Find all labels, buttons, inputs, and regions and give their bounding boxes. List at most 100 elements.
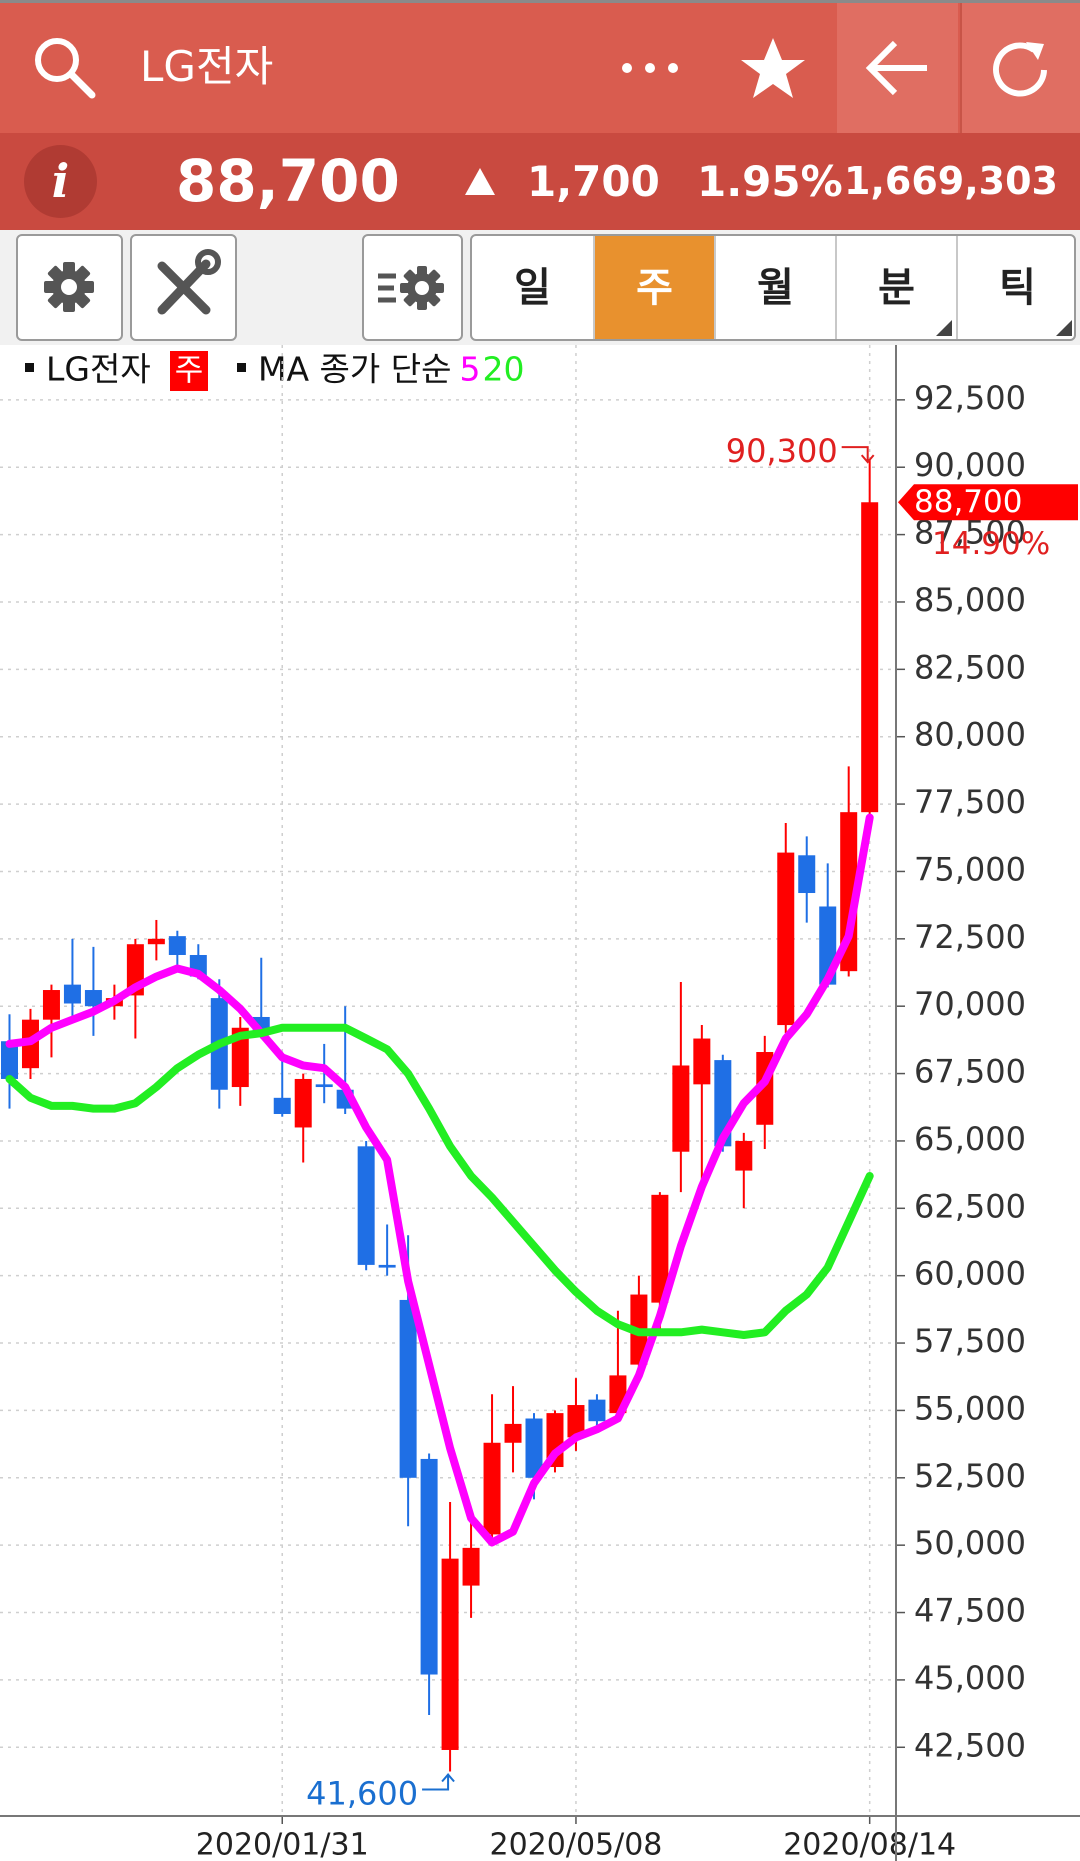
gear-icon xyxy=(44,262,94,312)
candle-body xyxy=(525,1418,543,1478)
y-tick-label: 90,000 xyxy=(914,446,1026,484)
quote-bar: i 88,700 1,700 1.95% 1,669,303 xyxy=(0,133,1080,230)
period-badge: 주 xyxy=(175,353,204,389)
legend-ma-name: 20 xyxy=(482,350,524,389)
y-tick-label: 45,000 xyxy=(914,1659,1026,1697)
more-icon[interactable] xyxy=(615,53,685,83)
y-tick-label: 60,000 xyxy=(914,1255,1026,1293)
min-arrow xyxy=(422,1772,455,1791)
candle-body xyxy=(777,852,795,1026)
refresh-button[interactable] xyxy=(960,3,1080,133)
y-tick-label: 70,000 xyxy=(914,985,1026,1023)
y-tick-label: 62,500 xyxy=(914,1187,1026,1225)
indicator-button[interactable] xyxy=(362,234,463,341)
legend-ma-label: MA 종가 단순 xyxy=(258,350,451,389)
candle-body xyxy=(483,1442,501,1535)
search-icon[interactable] xyxy=(30,33,98,101)
y-tick-label: 72,500 xyxy=(914,918,1026,956)
top-bar: LG전자 xyxy=(0,0,1080,133)
min-label: 41,600 xyxy=(306,1775,418,1813)
y-tick-label: 52,500 xyxy=(914,1457,1026,1495)
candle-body xyxy=(504,1423,522,1443)
candle-body xyxy=(588,1399,606,1422)
x-tick-label: 2020/08/14 xyxy=(783,1828,956,1861)
candle-body xyxy=(651,1194,669,1303)
candle-body xyxy=(42,990,60,1020)
info-button[interactable]: i xyxy=(24,145,97,218)
period-tabs: 일 주 월 분 틱 xyxy=(470,234,1076,341)
candle-body xyxy=(84,990,102,1007)
ma-line xyxy=(5,1023,874,1339)
candle-body xyxy=(672,1065,690,1152)
candle-body xyxy=(63,984,81,1004)
candle-body xyxy=(315,1084,333,1088)
x-tick-label: 2020/01/31 xyxy=(196,1828,369,1861)
y-tick-label: 55,000 xyxy=(914,1389,1026,1427)
candle-body xyxy=(168,936,186,955)
candle-body xyxy=(420,1458,438,1675)
period-tab[interactable]: 월 xyxy=(714,236,835,339)
tools-button[interactable] xyxy=(130,234,237,341)
tools-icon xyxy=(157,249,221,315)
candle-body xyxy=(294,1078,312,1128)
y-tick-label: 65,000 xyxy=(914,1120,1026,1158)
period-tab[interactable]: 틱 xyxy=(956,236,1074,339)
legend-ma-name: 5 xyxy=(459,350,480,389)
chart: LG전자 주 MA 종가 단순 5 20 42,500 45,000 47,500 50,000… xyxy=(0,345,1080,1861)
volume: 1,669,303 xyxy=(844,159,1058,203)
ma-line xyxy=(5,813,874,1547)
candle-body xyxy=(147,938,165,945)
current-price: 88,700 xyxy=(176,147,400,215)
toolbar: 일 주 월 분 틱 xyxy=(0,230,1080,345)
favorite-icon[interactable] xyxy=(740,36,806,100)
change-label: 14.90% xyxy=(932,526,1050,562)
candle-body xyxy=(399,1299,417,1478)
y-tick-label: 67,500 xyxy=(914,1053,1026,1091)
y-tick-label: 75,000 xyxy=(914,850,1026,888)
max-label: 90,300 xyxy=(726,432,838,470)
candle-body xyxy=(231,1027,249,1088)
x-tick-label: 2020/05/08 xyxy=(489,1828,662,1861)
candle-body xyxy=(798,855,816,894)
price-change: 1,700 xyxy=(527,157,660,206)
up-arrow-icon xyxy=(465,168,495,195)
y-tick-label: 82,500 xyxy=(914,648,1026,686)
y-tick-label: 47,500 xyxy=(914,1592,1026,1630)
candle-body xyxy=(1,1041,18,1079)
candle-body xyxy=(861,502,879,813)
submenu-mark xyxy=(1056,320,1072,336)
change-rate: 1.95% xyxy=(697,157,843,206)
y-tick-label: 85,000 xyxy=(914,581,1026,619)
legend-series: LG전자 xyxy=(46,350,151,389)
settings-button[interactable] xyxy=(16,234,123,341)
candle-body xyxy=(735,1140,753,1171)
info-icon: i xyxy=(51,154,70,208)
period-tab[interactable]: 분 xyxy=(835,236,956,339)
candle-body xyxy=(693,1038,711,1085)
stock-title: LG전자 xyxy=(140,42,274,91)
submenu-mark xyxy=(936,320,952,336)
legend-marker xyxy=(237,363,246,372)
y-tick-label: 42,500 xyxy=(914,1726,1026,1764)
y-tick-label: 50,000 xyxy=(914,1524,1026,1562)
max-arrow xyxy=(841,446,875,464)
y-tick-label: 57,500 xyxy=(914,1322,1026,1360)
candle-body xyxy=(462,1547,480,1586)
candle-body xyxy=(567,1405,585,1438)
legend-marker xyxy=(25,363,34,372)
y-tick-label: 80,000 xyxy=(914,716,1026,754)
period-badge-bg xyxy=(170,351,208,391)
candle-body xyxy=(441,1558,459,1750)
back-button[interactable] xyxy=(837,3,958,133)
refresh-icon xyxy=(993,42,1047,97)
candle-body xyxy=(273,1097,291,1114)
candle-body xyxy=(357,1146,375,1265)
period-tab[interactable]: 일 xyxy=(514,265,551,311)
last-price-tag xyxy=(898,484,1078,521)
last-price-label: 88,700 xyxy=(914,484,1022,520)
y-tick-label: 92,500 xyxy=(914,379,1026,417)
candle-body xyxy=(378,1264,396,1268)
period-tab[interactable]: 주 xyxy=(593,236,714,339)
y-tick-label: 77,500 xyxy=(914,783,1026,821)
